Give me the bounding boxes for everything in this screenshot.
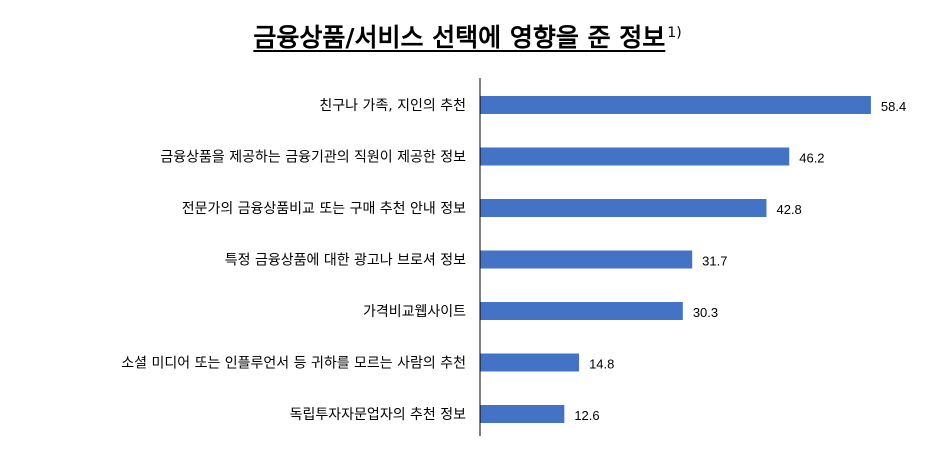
category-label-2: 금융상품을 제공하는 금융기관의 직원이 제공한 정보 bbox=[160, 150, 466, 166]
bar-5 bbox=[480, 302, 683, 320]
title-footnote: 1) bbox=[667, 24, 682, 41]
chart-title: 금융상품/서비스 선택에 영향을 준 정보 1) bbox=[0, 18, 935, 54]
category-label-6: 소셜 미디어 또는 인플루언서 등 귀하를 모르는 사람의 추천 bbox=[121, 356, 466, 372]
category-label-3: 전문가의 금융상품비교 또는 구매 추천 안내 정보 bbox=[182, 201, 466, 217]
value-label-7: 12.6 bbox=[574, 408, 599, 423]
category-label-5: 가격비교웹사이트 bbox=[363, 304, 466, 320]
bar-6 bbox=[480, 353, 580, 372]
bar-2 bbox=[480, 147, 790, 166]
bars-group bbox=[480, 96, 871, 423]
value-label-3: 42.8 bbox=[776, 202, 801, 217]
value-label-4: 31.7 bbox=[702, 254, 727, 269]
category-label-7: 독립투자자문업자의 추천 정보 bbox=[290, 407, 466, 423]
category-label-1: 친구나 가족, 지인의 추천 bbox=[319, 98, 466, 114]
bar-3 bbox=[480, 199, 767, 217]
value-labels: 58.4 46.2 42.8 31.7 30.3 14.8 12.6 bbox=[574, 99, 906, 423]
category-label-4: 특정 금융상품에 대한 광고나 브로셔 정보 bbox=[225, 253, 466, 269]
value-label-2: 46.2 bbox=[799, 151, 824, 166]
value-label-5: 30.3 bbox=[693, 305, 718, 320]
value-label-6: 14.8 bbox=[589, 357, 614, 372]
bar-4 bbox=[480, 250, 693, 269]
chart-title-text: 금융상품/서비스 선택에 영향을 준 정보 bbox=[253, 23, 666, 52]
value-label-1: 58.4 bbox=[881, 99, 906, 114]
bar-1 bbox=[480, 96, 871, 114]
bar-7 bbox=[480, 405, 565, 423]
